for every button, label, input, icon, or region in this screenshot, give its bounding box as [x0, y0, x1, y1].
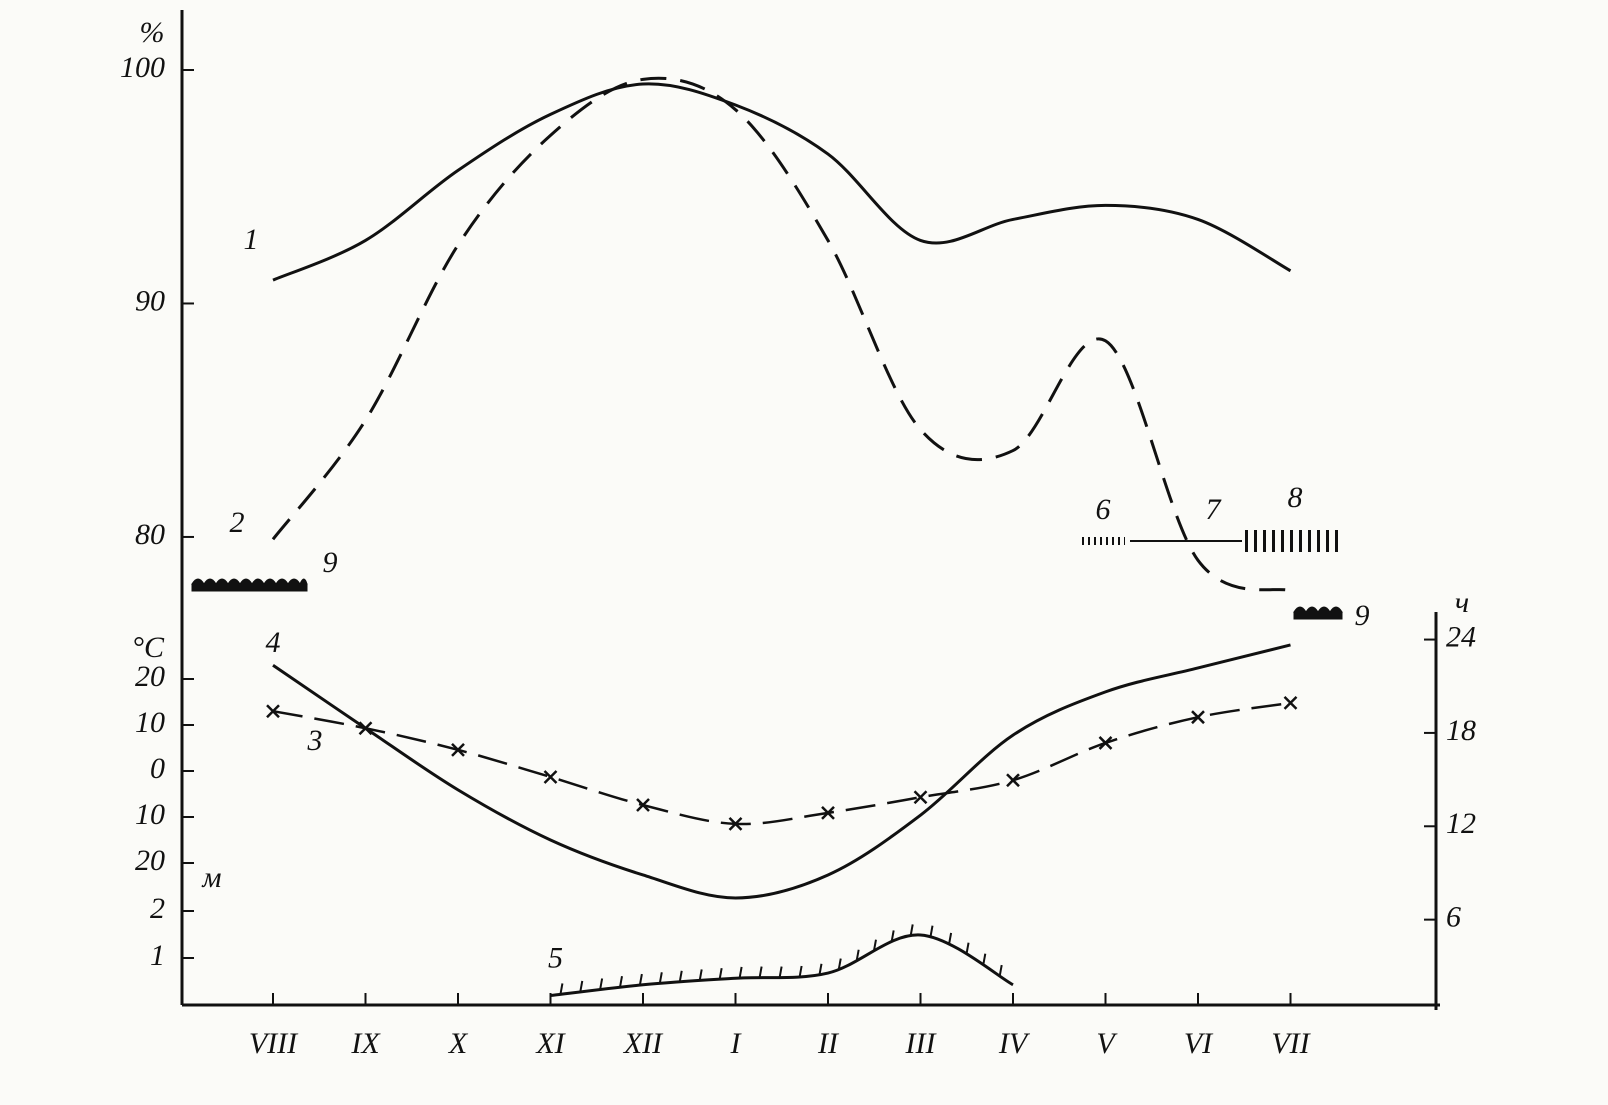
x-tick-label: XI	[535, 1027, 566, 1060]
hatch	[638, 973, 643, 986]
series-line	[272, 82, 1292, 282]
x-tick-label: III	[905, 1027, 938, 1060]
cross-marker	[913, 790, 928, 805]
hatch	[658, 972, 663, 984]
series-label: 4	[266, 626, 281, 659]
y2-tick-label: 18	[1446, 714, 1476, 747]
hatch	[855, 949, 860, 961]
hatch	[965, 942, 970, 954]
x-tick-label: XII	[623, 1027, 664, 1060]
y-unit: м	[201, 861, 221, 894]
series-label: 1	[244, 223, 259, 256]
y-tick-label: 20	[135, 844, 165, 877]
x-tick-label: II	[817, 1027, 840, 1060]
series-line	[550, 933, 1014, 998]
annotation: 8	[1288, 481, 1303, 514]
y-tick-label: 100	[120, 51, 165, 84]
cross-marker	[1283, 696, 1298, 710]
x-tick-label: IX	[350, 1027, 381, 1060]
y2-unit: ч	[1455, 586, 1469, 619]
cross-marker	[1191, 710, 1205, 725]
annotation: 9	[323, 546, 338, 579]
cross-marker	[451, 742, 465, 757]
cross-marker	[266, 704, 280, 719]
hatch	[982, 953, 987, 965]
cross-marker	[543, 770, 558, 784]
hatch	[559, 983, 564, 995]
hatch	[998, 964, 1003, 977]
y-tick-label: 90	[135, 284, 165, 317]
y-tick-label: 10	[135, 798, 165, 831]
cross-marker	[358, 721, 373, 736]
legend-symbols	[191, 530, 1343, 620]
annotation: 7	[1206, 493, 1223, 526]
hatch	[758, 966, 763, 978]
annotation: 6	[1096, 493, 1111, 526]
hatch	[872, 939, 877, 951]
y-tick-label: 2	[150, 892, 165, 925]
x-tick-label: VI	[1184, 1027, 1214, 1060]
y2-tick-label: 6	[1446, 901, 1461, 934]
hatch	[599, 978, 604, 990]
cross-marker	[821, 805, 835, 820]
y-tick-label: 0	[150, 752, 165, 785]
cross-marker	[636, 798, 650, 812]
cross-marker	[728, 817, 743, 831]
y-unit: %	[140, 16, 165, 49]
hatch	[718, 968, 723, 980]
series-label: 5	[548, 941, 563, 974]
hatch	[678, 970, 683, 982]
hatch	[619, 976, 623, 988]
hatch	[890, 930, 895, 942]
series-line	[271, 76, 1291, 593]
y2-tick-label: 24	[1446, 620, 1476, 653]
hatch	[738, 966, 743, 979]
x-tick-label: VII	[1271, 1027, 1311, 1060]
hatch	[798, 965, 803, 978]
x-tick-label: V	[1096, 1027, 1118, 1060]
hatch	[948, 932, 953, 945]
hatch	[929, 925, 934, 937]
series-label: 2	[230, 506, 245, 539]
hatch	[778, 966, 783, 978]
hatch	[909, 924, 914, 936]
series-line	[272, 643, 1291, 900]
hatch	[818, 963, 823, 975]
series-line	[272, 701, 1291, 826]
y2-tick-label: 12	[1446, 807, 1476, 840]
cross-marker	[1006, 773, 1020, 788]
x-tick-label: I	[730, 1027, 743, 1060]
hatch	[579, 980, 584, 993]
hatch	[698, 969, 703, 981]
x-tick-label: X	[448, 1027, 469, 1060]
series-label: 3	[307, 724, 323, 757]
y-unit: °C	[132, 631, 165, 664]
annotation: 9	[1355, 599, 1370, 632]
x-tick-label: IV	[998, 1027, 1031, 1060]
y-tick-label: 1	[150, 939, 165, 972]
x-tick-label: VIII	[249, 1027, 299, 1060]
y-tick-label: 20	[135, 660, 165, 693]
y-tick-label: 80	[135, 518, 165, 551]
y-tick-label: 10	[135, 706, 165, 739]
hatch	[837, 958, 842, 970]
cross-marker	[1098, 736, 1113, 750]
